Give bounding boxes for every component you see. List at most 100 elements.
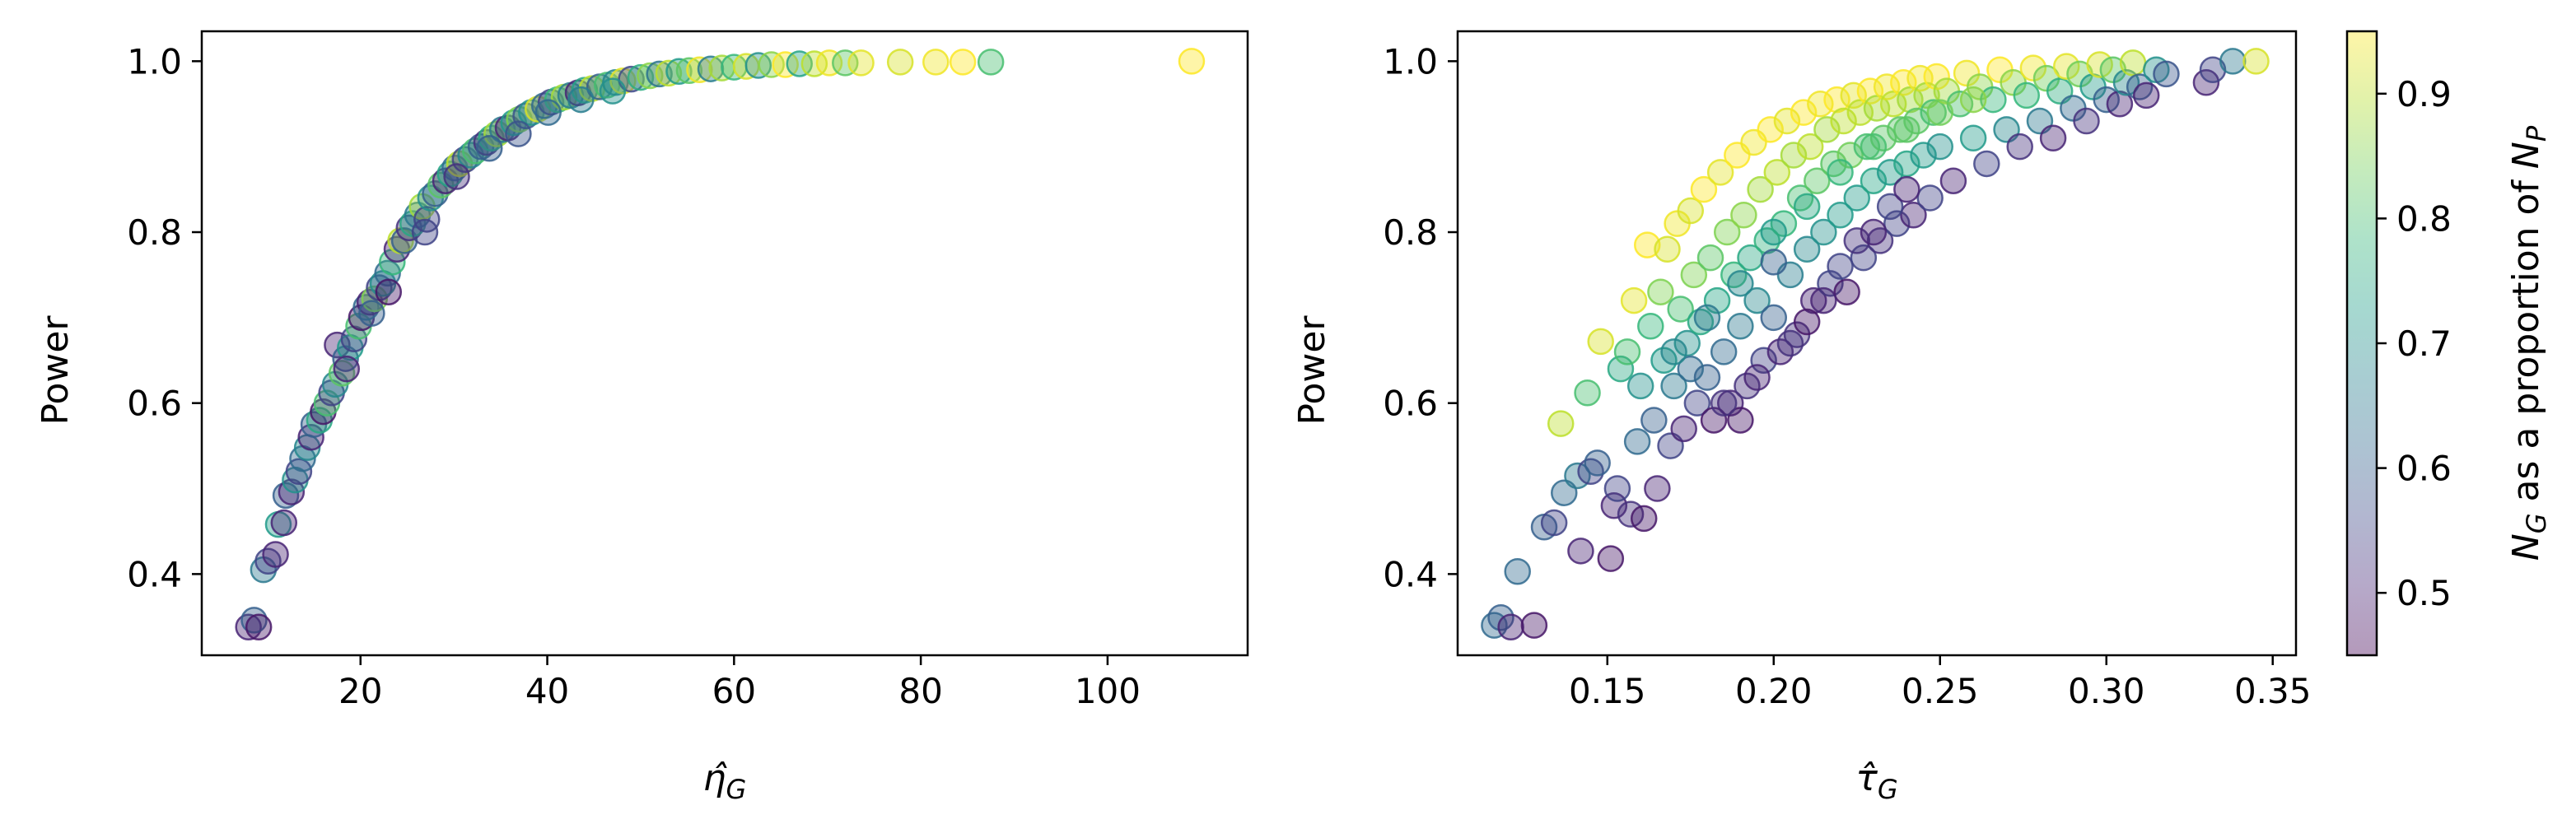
- scatter-point: [1626, 372, 1654, 400]
- scatter-point: [1497, 613, 1524, 640]
- scatter-point: [1730, 201, 1757, 229]
- scatter-point: [1926, 99, 1954, 126]
- scatter-point: [1647, 278, 1674, 305]
- y-tick-label: 1.0: [1383, 41, 1438, 81]
- scatter-point: [1487, 604, 1514, 631]
- scatter-point: [1796, 133, 1824, 161]
- scatter-point: [1823, 86, 1850, 114]
- x-tick-label: 60: [712, 671, 756, 711]
- scatter-point: [1600, 492, 1628, 519]
- right-x-axis-label-symbol: τ̂: [1855, 757, 1878, 799]
- scatter-point: [2019, 54, 2047, 81]
- scatter-point: [977, 49, 1005, 76]
- scatter-point: [1850, 244, 1878, 272]
- scatter-point: [847, 49, 875, 77]
- colorbar-gradient: [2347, 31, 2377, 655]
- scatter-point: [772, 51, 799, 78]
- scatter-point: [1760, 304, 1788, 332]
- scatter-point: [1843, 184, 1871, 212]
- x-tick-label: 0.25: [1902, 671, 1979, 711]
- scatter-point: [686, 56, 713, 83]
- scatter-point: [375, 278, 403, 305]
- scatter-point: [1683, 389, 1711, 417]
- scatter-point: [1613, 338, 1641, 365]
- left-x-ticks: 20 40 60 80 100: [338, 655, 1141, 711]
- right-scatter-panel: 0.15 0.20 0.25 0.30 0.35 0.40.60.81.0 Power …: [1291, 30, 2311, 805]
- x-tick-label: 0.20: [1735, 671, 1813, 711]
- scatter-point: [922, 49, 950, 76]
- left-axes-frame: [200, 30, 1249, 657]
- scatter-point: [1706, 159, 1734, 186]
- y-tick-label: 0.8: [127, 212, 182, 253]
- scatter-point: [2192, 69, 2220, 96]
- scatter-point: [1584, 449, 1611, 477]
- scatter-point: [358, 300, 385, 327]
- scatter-point: [1856, 77, 1884, 105]
- scatter-point: [534, 99, 562, 126]
- scatter-point: [411, 218, 439, 246]
- scatter-point: [1883, 210, 1911, 237]
- right-scatter-points: [1481, 48, 2270, 640]
- scatter-point: [443, 163, 470, 190]
- right-x-axis-label: τ̂G: [1855, 757, 1897, 805]
- scatter-point: [1887, 116, 1914, 143]
- scatter-point: [1597, 545, 1625, 572]
- scatter-point: [1690, 175, 1718, 203]
- scatter-point: [1799, 286, 1827, 314]
- scatter-point: [2053, 53, 2080, 80]
- y-tick-label: 0.4: [1383, 554, 1438, 594]
- scatter-point: [1840, 81, 1867, 109]
- scatter-point: [1830, 107, 1857, 135]
- scatter-point: [1959, 86, 1987, 114]
- left-scatter-panel: 20 40 60 80 100 0.4 0.6 0.8 1.0 Power η̂G: [35, 30, 1249, 805]
- scatter-point: [1763, 159, 1791, 186]
- scatter-point: [1916, 184, 1944, 212]
- colorbar-tick-label: 0.8: [2396, 198, 2452, 239]
- scatter-point: [1923, 63, 1950, 91]
- x-tick-label: 40: [525, 671, 569, 711]
- scatter-point: [1620, 286, 1648, 314]
- right-y-axis-label: Power: [1291, 315, 1333, 426]
- scatter-point: [1893, 116, 1920, 143]
- colorbar-tick-label: 0.6: [2396, 449, 2452, 489]
- scatter-point: [1623, 428, 1651, 455]
- scatter-point: [1813, 116, 1841, 143]
- scatter-point: [675, 57, 703, 85]
- scatter-point: [1567, 538, 1594, 565]
- scatter-point: [1873, 73, 1901, 100]
- scatter-point: [2219, 48, 2247, 75]
- scatter-point: [1893, 175, 1920, 203]
- scatter-point: [1876, 193, 1904, 221]
- scatter-point: [1959, 124, 1987, 152]
- scatter-point: [1677, 197, 1705, 225]
- scatter-point: [567, 86, 595, 114]
- scatter-point: [1760, 249, 1788, 276]
- scatter-point: [1773, 107, 1801, 135]
- scatter-point: [476, 135, 503, 162]
- scatter-point: [1520, 612, 1548, 639]
- scatter-point: [1750, 347, 1777, 375]
- scatter-point: [1677, 355, 1705, 383]
- scatter-point: [1607, 355, 1635, 383]
- scatter-point: [1504, 557, 1531, 585]
- scatter-point: [1920, 99, 1947, 126]
- left-scatter-points: [235, 48, 1206, 640]
- scatter-point: [665, 58, 693, 86]
- x-tick-label: 80: [898, 671, 942, 711]
- scatter-point: [1587, 328, 1614, 356]
- scatter-point: [270, 509, 298, 537]
- scatter-point: [1897, 86, 1924, 114]
- scatter-point: [1926, 133, 1954, 161]
- scatter-point: [1973, 150, 2000, 178]
- scatter-point: [1696, 244, 1724, 272]
- y-tick-label: 0.4: [127, 554, 182, 594]
- scatter-point: [2073, 107, 2100, 135]
- scatter-point: [786, 50, 813, 77]
- right-x-ticks: 0.15 0.20 0.25 0.30 0.35: [1569, 655, 2311, 711]
- scatter-point: [599, 77, 627, 105]
- scatter-point: [1810, 286, 1837, 314]
- left-x-axis-label: η̂G: [703, 757, 747, 805]
- colorbar-label-sub2: P: [2521, 125, 2552, 142]
- scatter-point: [1667, 296, 1694, 323]
- scatter-point: [1644, 475, 1671, 502]
